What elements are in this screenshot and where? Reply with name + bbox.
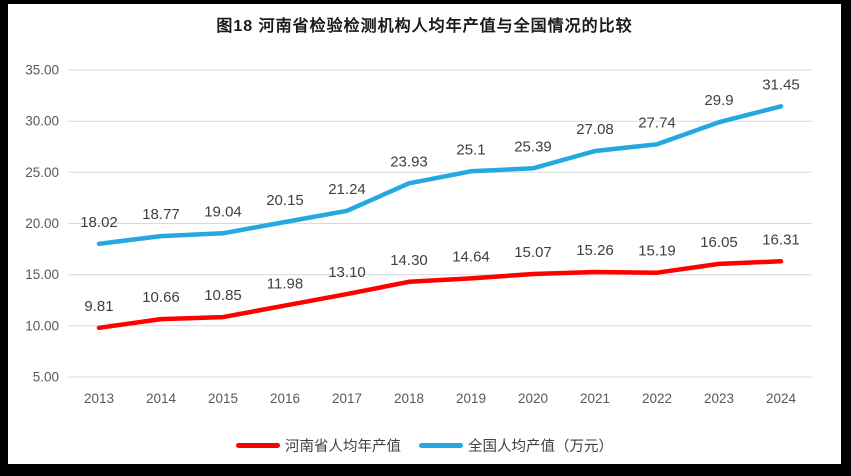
point-label: 13.10 [328,264,366,281]
x-tick-label: 2024 [766,391,797,406]
point-label: 14.30 [390,252,428,269]
series-line-1 [96,104,784,247]
point-label: 27.74 [638,114,676,131]
point-label: 18.77 [142,206,180,223]
x-tick-label: 2014 [146,391,177,406]
chart-legend: 河南省人均年产值 全国人均产值（万元） [8,435,841,456]
line-chart: 35.00 30.00 25.00 20.00 15.00 10.00 5.00 2013 20… [25,63,812,406]
point-label: 9.81 [84,298,113,315]
x-tick-label: 2020 [518,391,548,406]
chart-paper: 35.00 30.00 25.00 20.00 15.00 10.00 5.00 2013 20… [8,4,841,464]
y-tick-label: 5.00 [33,370,59,385]
point-label: 11.98 [267,276,303,293]
x-tick-label: 2013 [84,391,114,406]
point-label: 23.93 [390,153,428,170]
point-label: 10.85 [204,287,242,304]
henan-line-swatch-icon [236,443,280,448]
x-tick-label: 2015 [208,391,238,406]
national-line-swatch-icon [419,443,463,448]
point-label: 15.07 [514,244,552,261]
x-tick-label: 2022 [642,391,672,406]
point-label: 16.05 [700,234,738,251]
y-tick-label: 25.00 [25,165,59,180]
point-label: 15.26 [576,242,614,259]
series-line-0 [96,259,784,331]
legend-label-henan: 河南省人均年产值 [285,439,401,455]
x-tick-label: 2019 [456,391,486,406]
point-label: 25.39 [514,138,552,155]
point-label: 20.15 [266,192,304,209]
point-label: 21.24 [328,181,366,198]
x-tick-label: 2017 [332,391,362,406]
legend-item-national: 全国人均产值（万元） [419,435,613,456]
point-label: 29.9 [704,92,733,109]
point-label: 19.04 [204,203,242,220]
y-tick-label: 10.00 [25,318,59,333]
x-tick-label: 2016 [270,391,300,406]
x-tick-label: 2021 [580,391,610,406]
legend-label-national: 全国人均产值（万元） [468,439,613,455]
chart-title: 图18 河南省检验检测机构人均年产值与全国情况的比较 [216,18,633,35]
legend-item-henan: 河南省人均年产值 [236,435,401,456]
y-tick-label: 15.00 [25,267,59,282]
x-tick-label: 2023 [704,391,734,406]
point-label: 18.02 [80,214,118,231]
point-label: 25.1 [456,141,485,158]
x-tick-label: 2018 [394,391,424,406]
y-tick-label: 35.00 [25,63,59,78]
point-label: 15.19 [638,243,676,260]
y-tick-label: 20.00 [25,216,59,231]
point-label: 27.08 [576,121,614,138]
point-label: 31.45 [762,76,800,93]
point-label: 16.31 [762,231,800,248]
y-tick-label: 30.00 [25,114,59,129]
point-label: 10.66 [142,289,180,306]
point-label: 14.64 [452,248,490,265]
